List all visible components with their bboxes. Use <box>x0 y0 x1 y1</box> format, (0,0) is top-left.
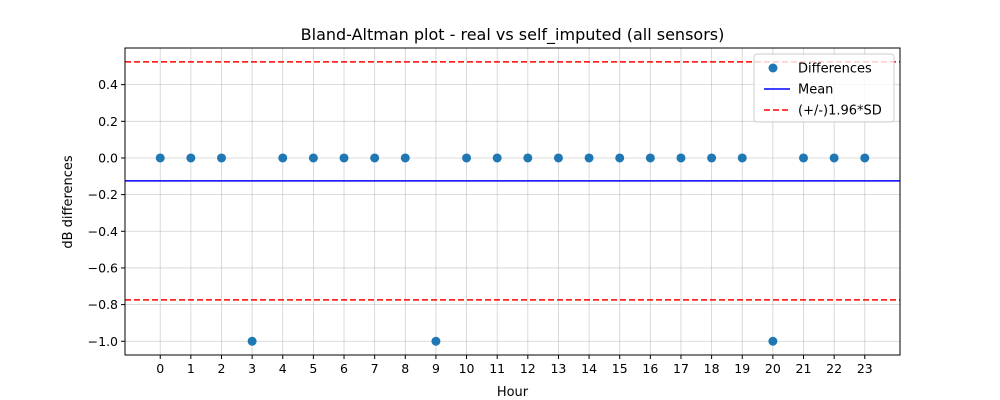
x-tick-label: 21 <box>796 361 812 376</box>
x-tick-label: 23 <box>857 361 873 376</box>
data-point <box>584 153 594 163</box>
x-tick-label: 16 <box>642 361 658 376</box>
x-tick-label: 6 <box>340 361 348 376</box>
data-point <box>186 153 196 163</box>
x-tick-label: 11 <box>489 361 505 376</box>
x-tick-label: 18 <box>704 361 720 376</box>
reference-lines <box>125 61 900 301</box>
y-tick-label: −0.2 <box>88 187 118 202</box>
data-point <box>553 153 563 163</box>
data-point <box>860 153 870 163</box>
x-tick-label: 17 <box>673 361 689 376</box>
y-tick-label: −0.8 <box>88 297 118 312</box>
legend-marker-differences <box>768 63 778 73</box>
data-point <box>615 153 625 163</box>
x-tick-label: 8 <box>401 361 409 376</box>
legend-label: Differences <box>798 62 872 77</box>
x-tick-label: 5 <box>309 361 317 376</box>
legend-entries: Differences Mean (+/-)1.96*SD <box>764 62 882 119</box>
x-tick-label: 7 <box>371 361 379 376</box>
y-tick-label: 0.0 <box>98 150 118 165</box>
x-tick-label: 10 <box>459 361 475 376</box>
data-point <box>523 153 533 163</box>
x-tick-label: 0 <box>156 361 164 376</box>
y-tick-label: 0.4 <box>98 77 118 92</box>
x-tick-label: 3 <box>248 361 256 376</box>
data-point <box>339 153 349 163</box>
data-point <box>278 153 288 163</box>
data-point <box>737 153 747 163</box>
x-tick-label: 22 <box>826 361 842 376</box>
data-point <box>492 153 502 163</box>
data-point <box>829 153 839 163</box>
legend-label: (+/-)1.96*SD <box>798 104 882 119</box>
x-tick-label: 1 <box>187 361 195 376</box>
y-axis-ticks: 0.4 0.2 0.0 −0.2 −0.4 −0.6 −0.8 −1.0 <box>88 77 125 349</box>
data-point <box>676 153 686 163</box>
x-tick-label: 2 <box>218 361 226 376</box>
data-point <box>370 153 380 163</box>
x-tick-label: 12 <box>520 361 536 376</box>
x-tick-label: 20 <box>765 361 781 376</box>
x-tick-label: 13 <box>550 361 566 376</box>
data-point <box>799 153 809 163</box>
data-point <box>707 153 717 163</box>
data-points <box>155 153 870 346</box>
data-point <box>462 153 472 163</box>
x-tick-label: 14 <box>581 361 597 376</box>
data-point <box>216 153 226 163</box>
x-axis-ticks: 0 1 2 3 4 5 6 7 8 9 10 11 12 13 14 15 16 17 18 19 20 21 22 23 <box>156 355 873 376</box>
x-tick-label: 9 <box>432 361 440 376</box>
x-tick-label: 4 <box>279 361 287 376</box>
data-point <box>247 336 257 346</box>
chart-title: Bland-Altman plot - real vs self_imputed… <box>301 25 725 45</box>
data-point <box>768 336 778 346</box>
x-tick-label: 15 <box>612 361 628 376</box>
data-point <box>645 153 655 163</box>
legend-label: Mean <box>798 83 833 98</box>
y-tick-label: −1.0 <box>88 334 118 349</box>
legend: Differences Mean (+/-)1.96*SD <box>753 53 895 123</box>
data-point <box>400 153 410 163</box>
data-point <box>431 336 441 346</box>
y-tick-label: −0.6 <box>88 260 118 275</box>
y-axis-label: dB differences <box>61 155 76 249</box>
x-axis-label: Hour <box>497 385 529 400</box>
x-tick-label: 19 <box>734 361 750 376</box>
data-point <box>155 153 165 163</box>
axes-frame <box>124 47 901 356</box>
data-point <box>308 153 318 163</box>
legend-box <box>753 53 895 123</box>
y-tick-label: −0.4 <box>88 224 118 239</box>
y-tick-label: 0.2 <box>98 114 118 129</box>
